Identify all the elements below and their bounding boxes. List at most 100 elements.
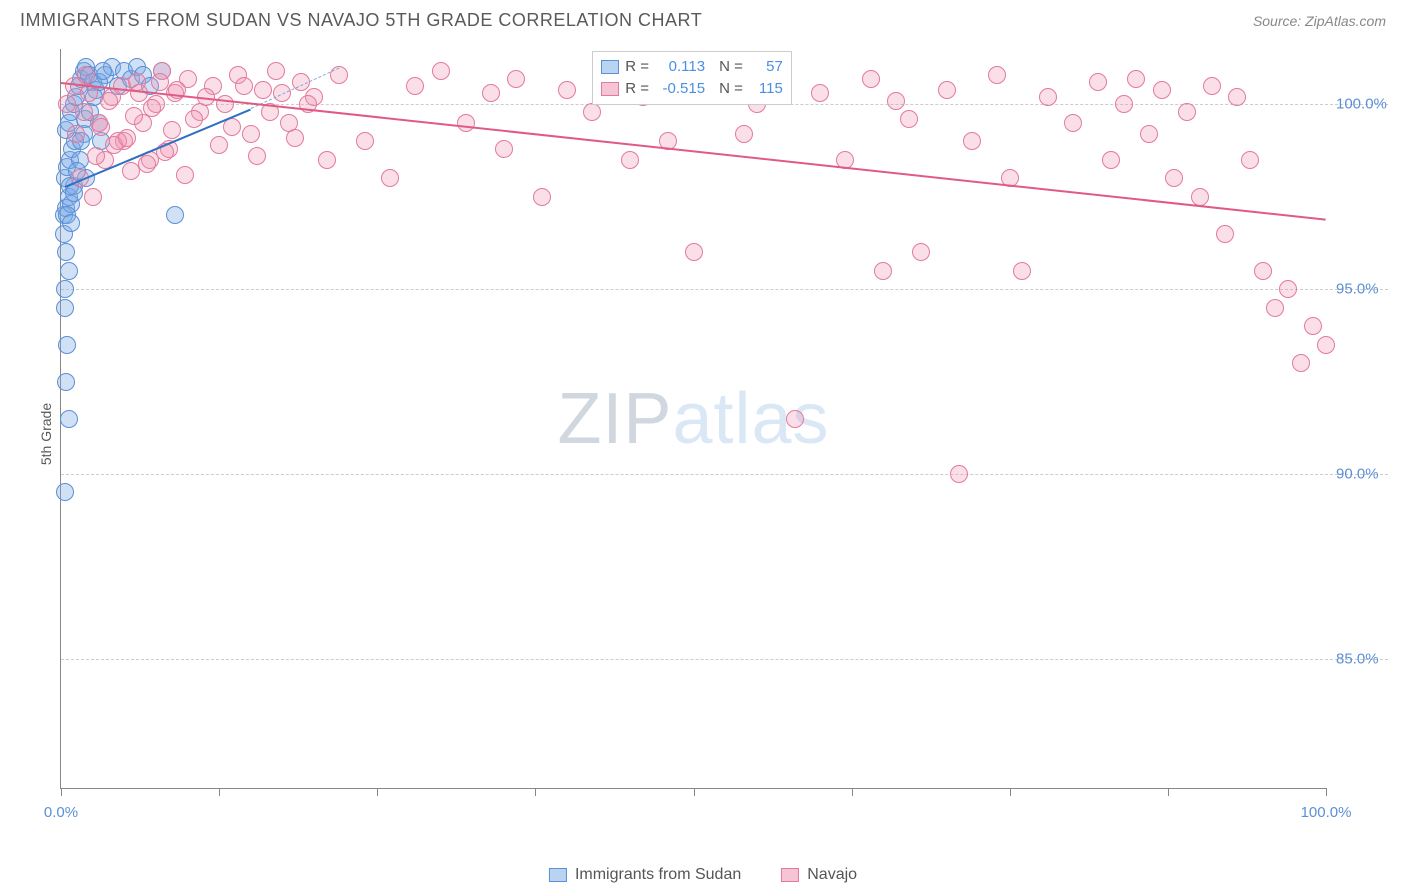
data-point-sudan — [62, 214, 80, 232]
x-tick — [694, 788, 695, 796]
data-point-navajo — [457, 114, 475, 132]
data-point-navajo — [950, 465, 968, 483]
data-point-navajo — [811, 84, 829, 102]
data-point-navajo — [1064, 114, 1082, 132]
data-point-navajo — [621, 151, 639, 169]
chart-title: IMMIGRANTS FROM SUDAN VS NAVAJO 5TH GRAD… — [20, 10, 702, 31]
data-point-navajo — [1127, 70, 1145, 88]
data-point-navajo — [113, 77, 131, 95]
x-tick — [535, 788, 536, 796]
data-point-navajo — [1254, 262, 1272, 280]
data-point-navajo — [1292, 354, 1310, 372]
data-point-navajo — [242, 125, 260, 143]
data-point-navajo — [1216, 225, 1234, 243]
data-point-navajo — [77, 66, 95, 84]
n-label: N = — [719, 78, 743, 100]
stats-legend: R =0.113N =57R =-0.515N =115 — [592, 51, 792, 105]
data-point-navajo — [318, 151, 336, 169]
data-point-navajo — [862, 70, 880, 88]
data-point-navajo — [786, 410, 804, 428]
data-point-navajo — [685, 243, 703, 261]
grid-line — [61, 659, 1388, 660]
legend-swatch — [781, 868, 799, 882]
data-point-navajo — [735, 125, 753, 143]
data-point-navajo — [151, 73, 169, 91]
grid-line — [61, 474, 1388, 475]
stats-legend-row-navajo: R =-0.515N =115 — [601, 78, 783, 100]
x-tick — [377, 788, 378, 796]
data-point-navajo — [900, 110, 918, 128]
x-tick — [1326, 788, 1327, 796]
legend-item-sudan: Immigrants from Sudan — [549, 866, 741, 884]
r-value: 0.113 — [655, 56, 705, 78]
data-point-navajo — [507, 70, 525, 88]
data-point-navajo — [1102, 151, 1120, 169]
data-point-navajo — [406, 77, 424, 95]
data-point-navajo — [558, 81, 576, 99]
data-point-navajo — [1140, 125, 1158, 143]
n-value: 57 — [749, 56, 783, 78]
data-point-navajo — [887, 92, 905, 110]
data-point-navajo — [874, 262, 892, 280]
watermark-zip: ZIP — [557, 379, 672, 459]
data-point-navajo — [912, 243, 930, 261]
data-point-navajo — [938, 81, 956, 99]
n-label: N = — [719, 56, 743, 78]
x-tick — [61, 788, 62, 796]
data-point-sudan — [60, 410, 78, 428]
data-point-sudan — [57, 373, 75, 391]
data-point-navajo — [286, 129, 304, 147]
data-point-navajo — [356, 132, 374, 150]
data-point-navajo — [1013, 262, 1031, 280]
data-point-navajo — [482, 84, 500, 102]
y-tick-label: 85.0% — [1336, 650, 1379, 667]
data-point-sudan — [60, 262, 78, 280]
legend-label: Immigrants from Sudan — [575, 866, 741, 884]
data-point-sudan — [58, 336, 76, 354]
data-point-navajo — [235, 77, 253, 95]
x-tick — [1168, 788, 1169, 796]
data-point-navajo — [963, 132, 981, 150]
data-point-navajo — [75, 103, 93, 121]
data-point-navajo — [267, 62, 285, 80]
data-point-sudan — [56, 483, 74, 501]
x-tick-label: 100.0% — [1301, 804, 1352, 821]
grid-line — [61, 289, 1388, 290]
data-point-navajo — [330, 66, 348, 84]
data-point-navajo — [248, 147, 266, 165]
data-point-navajo — [84, 188, 102, 206]
data-point-navajo — [1203, 77, 1221, 95]
data-point-navajo — [1228, 88, 1246, 106]
data-point-navajo — [1165, 169, 1183, 187]
data-point-navajo — [143, 99, 161, 117]
data-point-sudan — [56, 299, 74, 317]
legend-swatch — [601, 82, 619, 96]
y-tick-label: 90.0% — [1336, 465, 1379, 482]
data-point-navajo — [583, 103, 601, 121]
data-point-navajo — [1304, 317, 1322, 335]
data-point-navajo — [1191, 188, 1209, 206]
legend-swatch — [549, 868, 567, 882]
bottom-legend: Immigrants from Sudan Navajo — [549, 866, 857, 884]
data-point-navajo — [58, 95, 76, 113]
x-tick — [852, 788, 853, 796]
data-point-sudan — [166, 206, 184, 224]
data-point-navajo — [988, 66, 1006, 84]
data-point-navajo — [1089, 73, 1107, 91]
y-tick-label: 95.0% — [1336, 281, 1379, 298]
x-tick — [219, 788, 220, 796]
data-point-sudan — [56, 280, 74, 298]
chart-container: 5th Grade ZIPatlas 85.0%90.0%95.0%100.0%… — [50, 39, 1396, 829]
data-point-navajo — [122, 162, 140, 180]
data-point-sudan — [94, 62, 112, 80]
x-tick — [1010, 788, 1011, 796]
n-value: 115 — [749, 78, 783, 100]
legend-item-navajo: Navajo — [781, 866, 857, 884]
data-point-navajo — [163, 121, 181, 139]
data-point-navajo — [185, 110, 203, 128]
data-point-navajo — [1115, 95, 1133, 113]
data-point-navajo — [1039, 88, 1057, 106]
data-point-navajo — [87, 147, 105, 165]
data-point-navajo — [381, 169, 399, 187]
data-point-navajo — [533, 188, 551, 206]
